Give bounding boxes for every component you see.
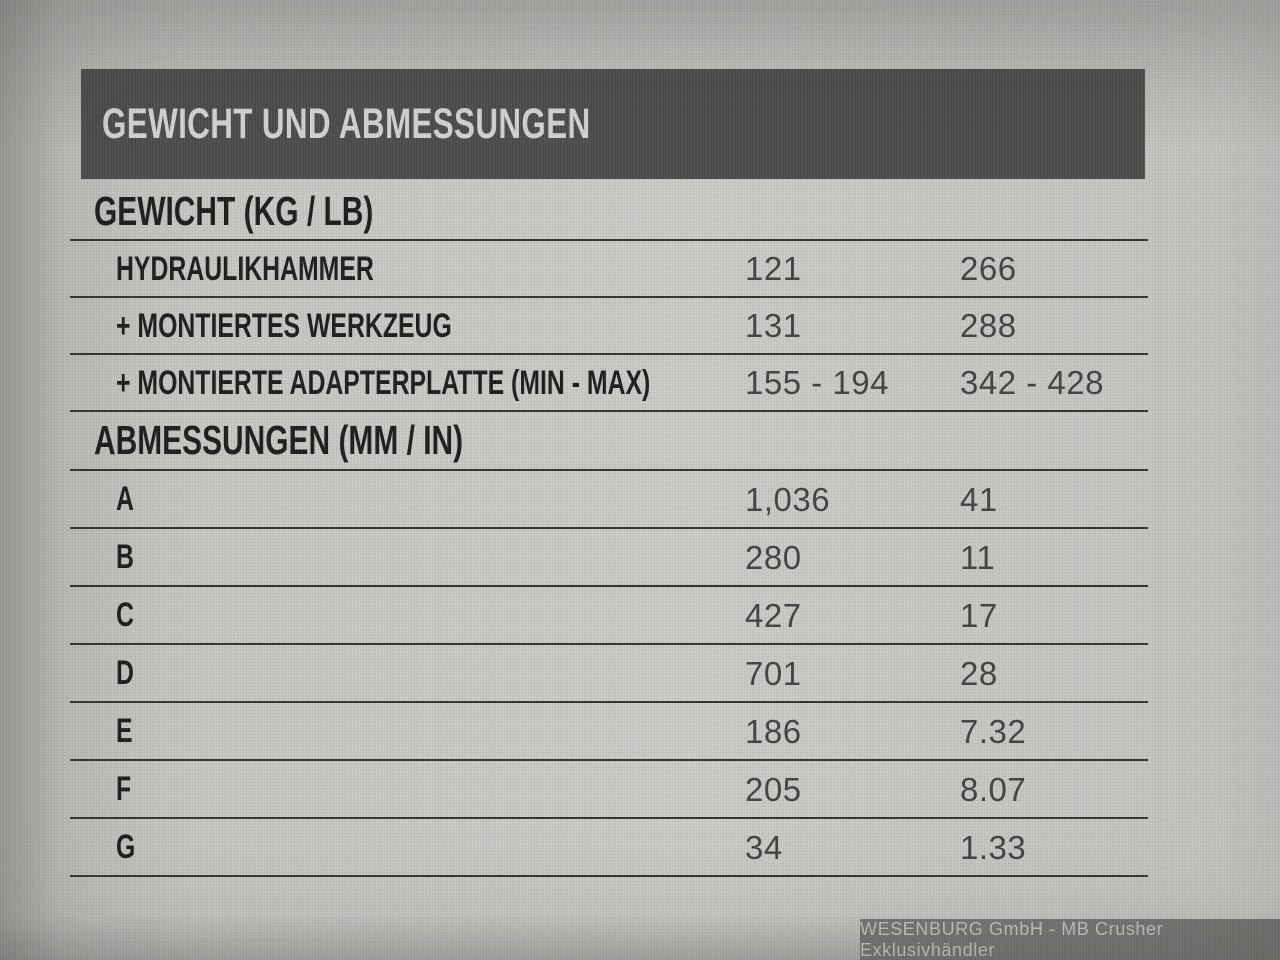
section-title-label: ABMESSUNGEN (MM / IN) bbox=[70, 420, 1148, 461]
section-title-gewicht: GEWICHT (KG / LB) bbox=[70, 184, 1148, 241]
metric-value: 205 bbox=[745, 770, 802, 808]
metric-value: 427 bbox=[745, 596, 802, 634]
row-label: G bbox=[70, 830, 745, 864]
row-label: A bbox=[70, 482, 745, 516]
row-label-text: HYDRAULIKHAMMER bbox=[116, 249, 374, 288]
row-label-text: A bbox=[116, 480, 134, 518]
metric-value: 280 bbox=[745, 538, 802, 576]
imperial-value: 1.33 bbox=[960, 828, 1027, 866]
row-label-text: + MONTIERTE ADAPTERPLATTE (MIN - MAX) bbox=[116, 363, 651, 402]
spec-row-dimension-b: B 280 11 bbox=[70, 529, 1148, 587]
row-label-text: G bbox=[116, 828, 136, 866]
spec-table: GEWICHT (KG / LB) HYDRAULIKHAMMER 121 26… bbox=[70, 184, 1148, 877]
imperial-value: 7.32 bbox=[960, 712, 1027, 750]
section-title-abmessungen: ABMESSUNGEN (MM / IN) bbox=[70, 412, 1148, 471]
imperial-value: 266 bbox=[960, 250, 1017, 287]
row-label: C bbox=[70, 598, 745, 632]
metric-value: 34 bbox=[745, 828, 783, 866]
row-label: + MONTIERTES WERKZEUG bbox=[70, 309, 745, 343]
spec-row-montierte-adapterplatte: + MONTIERTE ADAPTERPLATTE (MIN - MAX) 15… bbox=[70, 355, 1148, 412]
row-label-text: E bbox=[116, 712, 133, 750]
metric-value: 121 bbox=[745, 250, 802, 287]
imperial-value: 11 bbox=[960, 538, 996, 576]
row-label: + MONTIERTE ADAPTERPLATTE (MIN - MAX) bbox=[70, 366, 745, 400]
metric-value: 186 bbox=[745, 712, 802, 750]
page-title-text: GEWICHT UND ABMESSUNGEN bbox=[102, 99, 591, 148]
spec-row-hydraulikhammer: HYDRAULIKHAMMER 121 266 bbox=[70, 241, 1148, 298]
spec-row-dimension-e: E 186 7.32 bbox=[70, 703, 1148, 761]
dealer-watermark: WESENBURG GmbH - MB Crusher Exklusivhänd… bbox=[860, 919, 1280, 960]
imperial-value: 17 bbox=[960, 596, 998, 634]
imperial-value: 8.07 bbox=[960, 770, 1027, 808]
imperial-value: 342 - 428 bbox=[960, 364, 1104, 401]
page-title: GEWICHT UND ABMESSUNGEN bbox=[81, 100, 771, 149]
section-header-bar: GEWICHT UND ABMESSUNGEN bbox=[81, 69, 1145, 179]
row-label-text: B bbox=[116, 538, 134, 576]
row-label: B bbox=[70, 540, 745, 574]
spec-row-dimension-f: F 205 8.07 bbox=[70, 761, 1148, 819]
spec-row-dimension-d: D 701 28 bbox=[70, 645, 1148, 703]
metric-value: 701 bbox=[745, 654, 802, 692]
imperial-value: 28 bbox=[960, 654, 998, 692]
section-title-text: GEWICHT (KG / LB) bbox=[94, 188, 374, 234]
row-label: HYDRAULIKHAMMER bbox=[70, 252, 745, 286]
metric-value: 1,036 bbox=[745, 480, 831, 518]
row-label: E bbox=[70, 714, 745, 748]
row-label-text: D bbox=[116, 654, 134, 692]
imperial-value: 41 bbox=[960, 480, 998, 518]
spec-row-dimension-a: A 1,036 41 bbox=[70, 471, 1148, 529]
row-label: F bbox=[70, 772, 745, 806]
spec-row-dimension-g: G 34 1.33 bbox=[70, 819, 1148, 877]
metric-value: 155 - 194 bbox=[745, 364, 889, 401]
row-label: D bbox=[70, 656, 745, 690]
imperial-value: 288 bbox=[960, 307, 1017, 344]
section-title-label: GEWICHT (KG / LB) bbox=[70, 191, 1148, 232]
section-title-text: ABMESSUNGEN (MM / IN) bbox=[94, 417, 464, 463]
spec-row-montiertes-werkzeug: + MONTIERTES WERKZEUG 131 288 bbox=[70, 298, 1148, 355]
row-label-text: C bbox=[116, 596, 134, 634]
row-label-text: + MONTIERTES WERKZEUG bbox=[116, 306, 452, 345]
metric-value: 131 bbox=[745, 307, 802, 344]
row-label-text: F bbox=[116, 770, 132, 808]
spec-row-dimension-c: C 427 17 bbox=[70, 587, 1148, 645]
